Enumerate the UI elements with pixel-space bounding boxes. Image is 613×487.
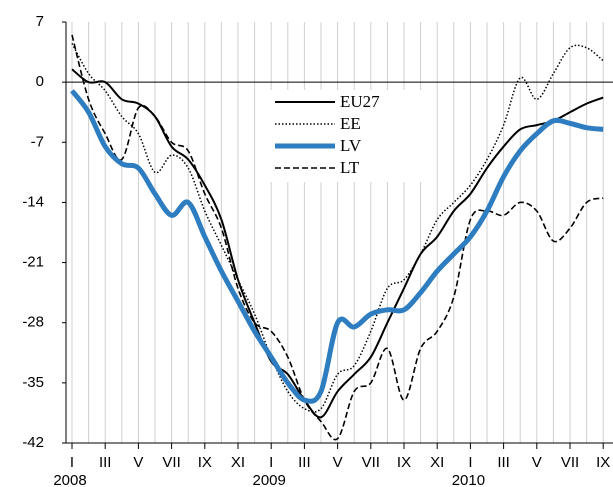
y-tick-label: -7 [31,133,44,150]
series-line [70,89,604,404]
x-tick-label: V [333,454,343,471]
legend-label: LV [340,136,362,155]
x-tick-label: V [133,454,143,471]
y-tick-label: 0 [36,73,44,90]
legend-box [268,90,423,182]
y-tick-label: -35 [22,374,44,391]
year-label: 2010 [452,472,485,487]
x-tick-label: III [497,454,510,471]
year-label: 2008 [53,472,86,487]
x-tick-label: III [99,454,112,471]
series-line [71,43,604,413]
y-tick-label: 7 [36,13,44,30]
x-tick-label: VII [162,454,180,471]
legend-label: LT [340,158,360,177]
x-tick-label: XI [231,454,245,471]
x-tick-label: IX [596,454,610,471]
y-tick-label: -28 [22,314,44,331]
x-tick-label: V [532,454,542,471]
x-tick-label: IX [198,454,212,471]
legend-label: EU27 [340,92,380,111]
x-tick-label: VII [362,454,380,471]
x-tick-label: I [269,454,273,471]
x-tick-label: I [70,454,74,471]
series-line [71,68,604,419]
x-tick-label: III [298,454,311,471]
x-tick-label: VII [561,454,579,471]
y-tick-label: -14 [22,193,44,210]
x-tick-label: IX [397,454,411,471]
x-tick-label: XI [430,454,444,471]
y-tick-label: -21 [22,254,44,271]
legend-label: EE [340,114,361,133]
y-tick-label: -42 [22,434,44,451]
year-label: 2009 [253,472,286,487]
x-tick-label: I [468,454,472,471]
